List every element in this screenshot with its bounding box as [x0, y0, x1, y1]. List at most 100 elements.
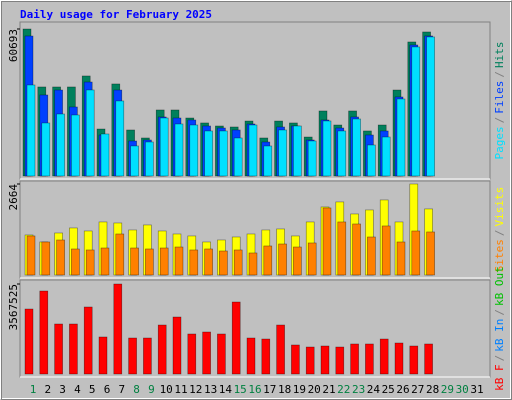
bar	[291, 344, 300, 375]
bar	[426, 231, 435, 276]
x-tick-label: 6	[104, 383, 111, 396]
bar	[145, 141, 154, 177]
bar	[54, 323, 63, 375]
bar	[39, 290, 49, 375]
x-tick-label: 24	[367, 383, 381, 396]
bar	[26, 84, 36, 177]
x-tick-label: 31	[470, 383, 483, 396]
x-tick-label: 27	[411, 383, 424, 396]
y-tick-label: 60693	[7, 29, 20, 62]
bar	[381, 136, 391, 177]
x-tick-label: 2	[44, 383, 51, 396]
x-tick-label: 29	[441, 383, 454, 396]
bar	[202, 331, 211, 375]
legend-separator: /	[493, 71, 506, 78]
bar	[394, 342, 404, 375]
x-tick-label: 18	[278, 383, 291, 396]
bar	[367, 236, 376, 276]
bar	[128, 337, 137, 375]
bar	[411, 46, 421, 177]
x-tick-label: 15	[234, 383, 247, 396]
bar	[350, 343, 359, 375]
bar	[396, 98, 406, 177]
bar	[83, 306, 93, 375]
bar	[115, 100, 125, 177]
bar	[352, 118, 361, 177]
bar	[409, 345, 419, 375]
x-tick-label: 4	[74, 383, 81, 396]
bar	[85, 89, 95, 177]
bar	[71, 248, 80, 276]
x-tick-label: 10	[160, 383, 173, 396]
bar	[174, 123, 184, 177]
x-tick-label: 12	[189, 383, 202, 396]
bar	[100, 133, 110, 177]
bar	[172, 316, 182, 375]
bar	[278, 129, 287, 177]
bar	[426, 36, 435, 177]
bar	[159, 247, 169, 276]
bar	[233, 137, 243, 177]
bar	[307, 140, 317, 177]
bar	[335, 346, 345, 375]
x-tick-label: 5	[89, 383, 96, 396]
x-tick-label: 8	[133, 383, 140, 396]
legend: kB F / kB In / kB Out	[493, 266, 506, 391]
bar	[187, 333, 197, 375]
bar	[233, 249, 243, 276]
bar	[248, 124, 258, 177]
x-tick-label: 3	[59, 383, 66, 396]
x-tick-label: 9	[148, 383, 155, 396]
bar	[424, 343, 433, 375]
x-tick-label: 28	[426, 383, 439, 396]
bar	[322, 207, 332, 276]
bar	[157, 324, 167, 375]
bar	[71, 114, 80, 177]
bar	[56, 239, 65, 276]
bar	[305, 346, 315, 375]
x-tick-label: 11	[174, 383, 187, 396]
bar	[41, 122, 51, 177]
legend: Sites / Visits	[493, 187, 506, 273]
x-tick-label: 22	[337, 383, 350, 396]
legend-entry: Visits	[493, 187, 506, 227]
legend-entry: Sites	[493, 239, 506, 272]
bar	[307, 242, 317, 276]
bar	[263, 145, 273, 177]
bar	[352, 223, 361, 276]
bar	[320, 345, 330, 375]
bar	[293, 246, 302, 276]
bar	[411, 230, 421, 276]
bar	[204, 130, 213, 177]
bar	[26, 235, 36, 276]
x-tick-label: 13	[204, 383, 217, 396]
bar	[261, 338, 271, 375]
x-tick-label: 26	[396, 383, 409, 396]
bar	[143, 337, 152, 375]
legend-entry: kB Out	[493, 266, 506, 306]
bar	[367, 144, 376, 177]
bar	[100, 247, 110, 276]
x-tick-label: 30	[456, 383, 469, 396]
bar	[130, 145, 139, 177]
x-tick-label: 20	[308, 383, 321, 396]
bar	[159, 117, 169, 177]
bar	[98, 336, 108, 375]
bar	[278, 243, 287, 276]
bar	[130, 247, 139, 276]
bar	[145, 248, 154, 276]
bar	[69, 323, 78, 375]
bar	[276, 324, 285, 375]
bar	[24, 308, 34, 375]
bar	[219, 130, 228, 177]
bar	[189, 249, 199, 276]
x-tick-label: 21	[322, 383, 335, 396]
legend-entry: Hits	[493, 42, 506, 69]
bar	[381, 225, 391, 276]
legend-entry: kB F	[493, 364, 506, 391]
legend-separator: /	[493, 309, 506, 316]
bar	[115, 233, 125, 276]
bar	[396, 241, 406, 276]
